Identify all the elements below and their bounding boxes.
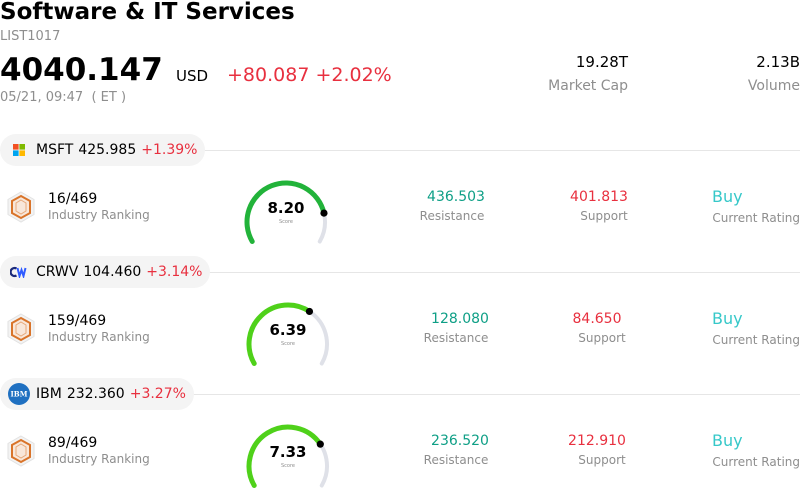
svg-text:Score: Score [279, 219, 293, 225]
ranking-hexagon-icon [6, 313, 36, 345]
svg-text:6.39: 6.39 [269, 321, 306, 339]
microsoft-logo-icon [8, 139, 30, 161]
support-label: Support [578, 453, 626, 467]
market-cap-value: 19.28T [575, 53, 628, 71]
row-divider [0, 394, 800, 395]
score-gauge: 6.39 Score [245, 302, 331, 366]
support-value: 401.813 [570, 189, 628, 205]
row-divider [0, 272, 800, 273]
stock-chip-msft[interactable]: MSFT 425.985 +1.39% [0, 134, 206, 166]
resistance-label: Resistance [423, 331, 489, 345]
score-gauge: 7.33 Score [245, 424, 331, 488]
svg-text:8.20: 8.20 [267, 199, 304, 217]
resistance-label: Resistance [423, 453, 489, 467]
current-rating-value[interactable]: Buy [712, 309, 743, 328]
row-divider [0, 150, 800, 151]
support-label: Support [580, 209, 628, 223]
svg-text:Score: Score [281, 341, 295, 347]
timestamp: 05/21, 09:47 ( ET ) [0, 90, 127, 105]
stock-change: +1.39% [141, 142, 198, 158]
page-title: Software & IT Services [0, 0, 295, 25]
stock-symbol: CRWV [36, 264, 79, 280]
industry-ranking-label: Industry Ranking [48, 208, 150, 222]
industry-ranking-label: Industry Ranking [48, 330, 150, 344]
current-rating-label: Current Rating [712, 455, 800, 469]
volume-value: 2.13B [756, 53, 800, 71]
coreweave-logo-icon [8, 261, 30, 283]
resistance-value: 236.520 [431, 433, 489, 449]
resistance-value: 128.080 [431, 311, 489, 327]
current-rating-value[interactable]: Buy [712, 187, 743, 206]
stock-price: 425.985 [78, 142, 137, 158]
stock-symbol: MSFT [36, 142, 74, 158]
industry-ranking-value: 159/469 [48, 313, 107, 329]
stock-change: +3.14% [146, 264, 203, 280]
svg-text:IBM: IBM [11, 390, 28, 399]
stock-price: 104.460 [83, 264, 142, 280]
industry-ranking-label: Industry Ranking [48, 452, 150, 466]
volume-label: Volume [747, 78, 800, 94]
currency-label: USD [176, 67, 209, 85]
score-gauge: 8.20 Score [243, 180, 329, 244]
svg-text:7.33: 7.33 [269, 443, 306, 461]
ranking-hexagon-icon [6, 191, 36, 223]
current-rating-label: Current Rating [712, 333, 800, 347]
support-value: 212.910 [568, 433, 626, 449]
resistance-value: 436.503 [427, 189, 485, 205]
svg-text:Score: Score [281, 463, 295, 469]
ibm-logo-icon: IBM [8, 383, 30, 405]
list-code: LIST1017 [0, 29, 61, 44]
support-value: 84.650 [572, 311, 622, 327]
market-cap-label: Market Cap [548, 78, 628, 94]
index-change: +80.087 +2.02% [227, 64, 392, 86]
ranking-hexagon-icon [6, 435, 36, 467]
current-rating-label: Current Rating [712, 211, 800, 225]
support-label: Support [578, 331, 626, 345]
industry-ranking-value: 16/469 [48, 191, 98, 207]
current-rating-value[interactable]: Buy [712, 431, 743, 450]
stock-chip-ibm[interactable]: IBM IBM 232.360 +3.27% [0, 378, 194, 410]
stock-change: +3.27% [129, 386, 186, 402]
index-price: 4040.147 [0, 52, 163, 88]
industry-ranking-value: 89/469 [48, 435, 98, 451]
stock-symbol: IBM [36, 386, 62, 402]
stock-price: 232.360 [66, 386, 125, 402]
stock-chip-crwv[interactable]: CRWV 104.460 +3.14% [0, 256, 211, 288]
resistance-label: Resistance [419, 209, 485, 223]
